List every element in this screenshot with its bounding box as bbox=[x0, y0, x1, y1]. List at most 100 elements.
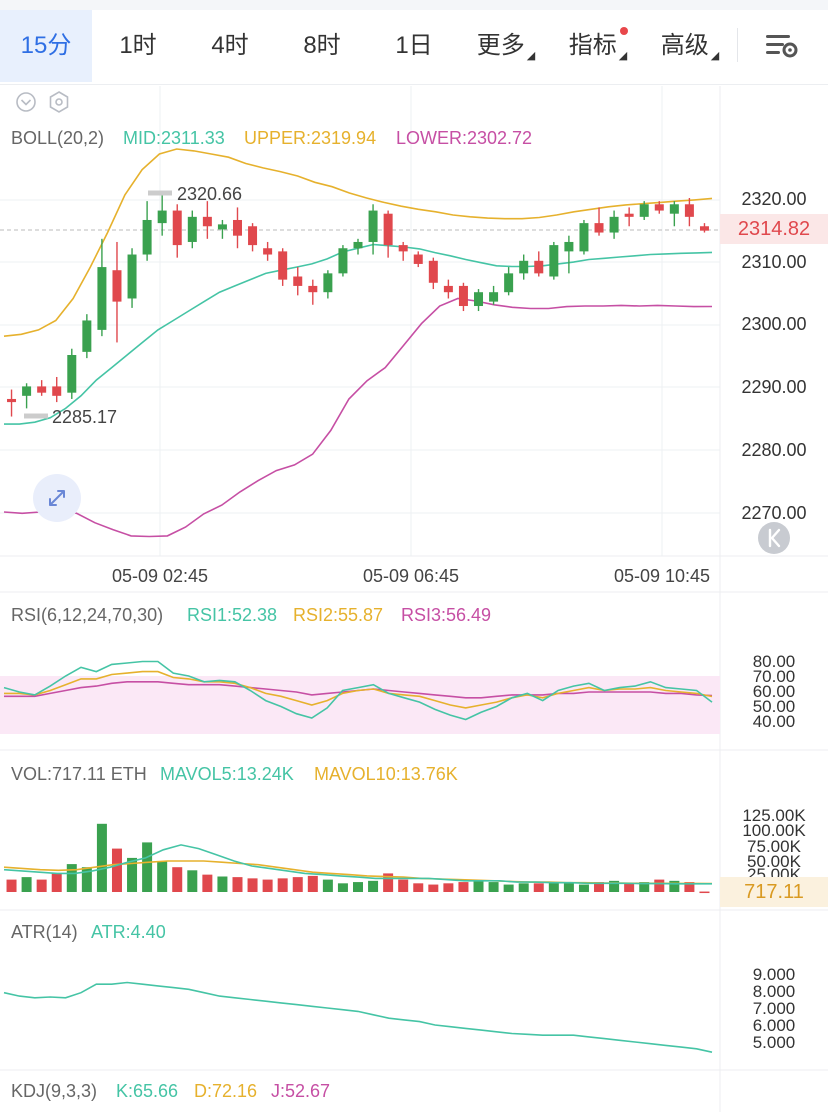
volume-bar bbox=[96, 823, 107, 892]
candle-body bbox=[684, 204, 694, 217]
volume-bar bbox=[66, 864, 77, 892]
volume-bar bbox=[157, 861, 168, 892]
rsi-tick: 40.00 bbox=[753, 712, 796, 731]
tab-more[interactable]: 更多 ◢ bbox=[460, 10, 552, 82]
kdj-k-value: K:65.66 bbox=[116, 1081, 178, 1101]
collapse-icon[interactable] bbox=[16, 92, 36, 112]
dropdown-triangle-icon: ◢ bbox=[618, 50, 628, 62]
rsi-band bbox=[0, 676, 720, 734]
candle-body bbox=[248, 226, 258, 246]
candle-body bbox=[398, 245, 408, 252]
candle-body bbox=[293, 276, 303, 286]
rsi-tick: 50.00 bbox=[753, 697, 796, 716]
volume-bar bbox=[669, 880, 680, 892]
volume-bar bbox=[684, 882, 695, 892]
atr-tick: 6.000 bbox=[753, 1016, 796, 1035]
mavol5-line bbox=[3, 844, 712, 885]
candle-body bbox=[458, 285, 468, 307]
dropdown-triangle-icon: ◢ bbox=[710, 50, 720, 62]
tab-1h[interactable]: 1时 bbox=[119, 32, 157, 59]
price-tick: 2290.00 bbox=[741, 377, 806, 397]
tab-divider bbox=[737, 28, 738, 62]
rsi-tick: 60.00 bbox=[753, 682, 796, 701]
price-tick: 2320.00 bbox=[741, 189, 806, 209]
tab-1d[interactable]: 1日 bbox=[395, 32, 433, 59]
chart-settings-icon[interactable] bbox=[764, 30, 800, 62]
volume-bar bbox=[247, 878, 258, 892]
price-tick: 2280.00 bbox=[741, 440, 806, 460]
volume-bar bbox=[127, 857, 138, 892]
boll-mid-value: MID:2311.33 bbox=[123, 128, 225, 148]
rsi2-value: RSI2:55.87 bbox=[293, 605, 383, 625]
candle-body bbox=[37, 386, 47, 393]
current-price-badge: 2314.82 bbox=[720, 214, 828, 244]
tab-8h[interactable]: 8时 bbox=[303, 32, 341, 59]
volume-bar bbox=[533, 883, 544, 892]
vol-tick: 125.00K bbox=[742, 806, 806, 825]
candle-body bbox=[609, 216, 619, 233]
atr-pane bbox=[3, 981, 713, 1053]
candle-body bbox=[519, 260, 529, 274]
boll-lower-value: LOWER:2302.72 bbox=[396, 128, 532, 148]
volume-bar bbox=[6, 879, 17, 892]
volume-bar bbox=[292, 877, 303, 892]
candle-body bbox=[172, 210, 182, 246]
vol-tick: 50.00K bbox=[747, 852, 802, 871]
tab-15m[interactable]: 15分 bbox=[0, 10, 92, 82]
volume-bar bbox=[518, 883, 529, 892]
volume-bar bbox=[654, 879, 665, 892]
mavol10-line bbox=[3, 860, 713, 885]
candle-body bbox=[82, 320, 92, 352]
notification-dot-icon bbox=[620, 27, 628, 35]
volume-bar bbox=[639, 882, 650, 892]
atr-line bbox=[3, 981, 713, 1053]
candle-body bbox=[594, 223, 604, 233]
expand-chart-button[interactable] bbox=[33, 474, 81, 522]
volume-bar bbox=[488, 882, 499, 892]
tab-4h[interactable]: 4时 bbox=[211, 32, 249, 59]
candle-body bbox=[504, 273, 514, 293]
time-tick: 05-09 10:45 bbox=[614, 566, 710, 586]
candle-body bbox=[669, 204, 679, 214]
tab-indicators[interactable]: 指标 ◢ bbox=[552, 10, 644, 82]
price-tick: 2310.00 bbox=[741, 252, 806, 272]
indicator-settings-icon[interactable] bbox=[49, 91, 69, 113]
volume-bar bbox=[473, 880, 484, 892]
volume-bar bbox=[624, 883, 635, 892]
volume-bar bbox=[413, 883, 424, 892]
volume-pane bbox=[3, 823, 713, 894]
volume-bar bbox=[428, 884, 439, 892]
candle-body bbox=[52, 386, 62, 396]
volume-bar bbox=[277, 878, 288, 892]
time-tick: 05-09 02:45 bbox=[112, 566, 208, 586]
candle-body bbox=[564, 241, 574, 252]
boll-upper-line bbox=[3, 148, 713, 337]
tab-advanced-label: 高级 bbox=[660, 32, 709, 59]
low-price-label: 2285.17 bbox=[52, 407, 117, 427]
tab-advanced[interactable]: 高级 ◢ bbox=[644, 10, 736, 82]
candle-body bbox=[187, 216, 197, 242]
candle-body bbox=[443, 285, 453, 293]
volume-bar bbox=[111, 848, 122, 892]
candle-body bbox=[549, 245, 559, 277]
volume-bar bbox=[353, 882, 363, 892]
rsi3-value: RSI3:56.49 bbox=[401, 605, 491, 625]
scroll-to-latest-button[interactable] bbox=[758, 522, 790, 554]
candle-body bbox=[217, 224, 227, 230]
candle-body bbox=[7, 398, 17, 403]
atr-value: ATR:4.40 bbox=[91, 922, 166, 942]
kdj-label: KDJ(9,3,3) bbox=[11, 1081, 97, 1101]
volume-bar bbox=[187, 870, 198, 892]
candle-body bbox=[383, 213, 393, 246]
current-volume-badge: 717.11 bbox=[720, 877, 828, 907]
candle-body bbox=[323, 273, 333, 293]
volume-bar bbox=[142, 842, 153, 892]
candle-body bbox=[157, 210, 167, 224]
volume-bar bbox=[337, 883, 348, 892]
volume-bar bbox=[458, 882, 469, 892]
candle-body bbox=[534, 260, 544, 274]
volume-bar bbox=[563, 883, 574, 892]
candle-body bbox=[413, 254, 423, 264]
atr-label: ATR(14) bbox=[11, 922, 78, 942]
